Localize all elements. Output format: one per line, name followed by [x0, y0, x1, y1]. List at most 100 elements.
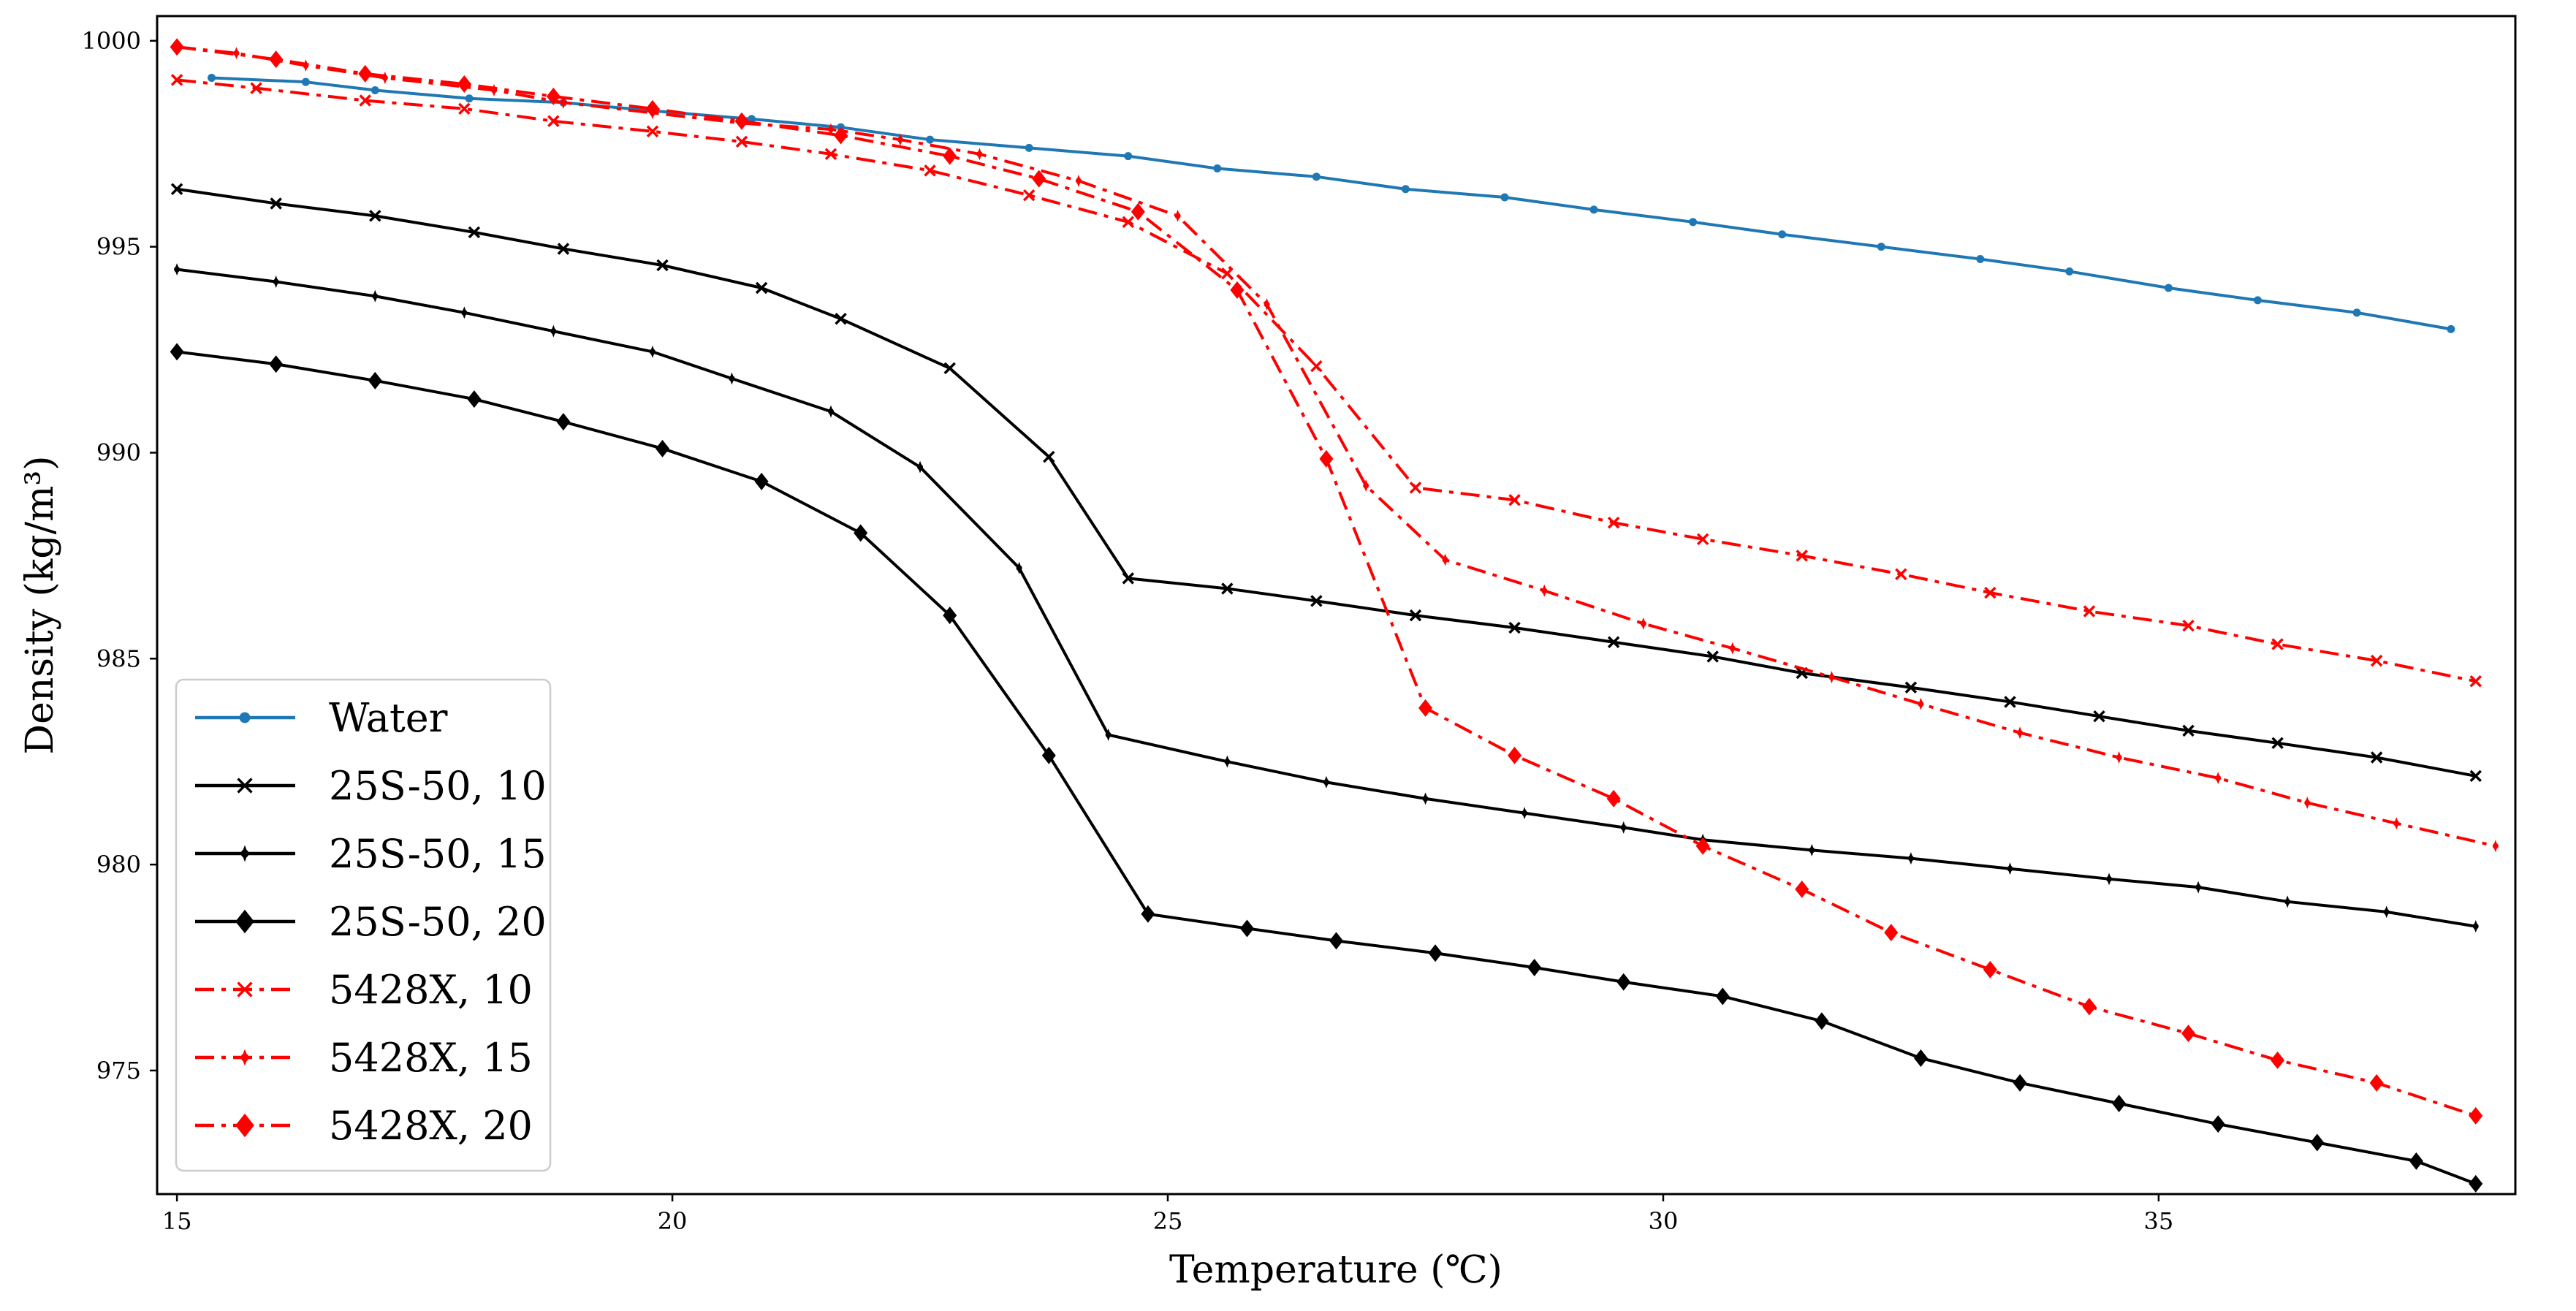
data-point — [2065, 267, 2074, 276]
data-point-core — [2472, 923, 2479, 930]
data-point — [250, 82, 262, 94]
x-tick-label: 20 — [658, 1207, 688, 1235]
data-point — [270, 197, 282, 210]
data-point — [1221, 582, 1234, 595]
y-tick-label: 975 — [96, 1057, 141, 1084]
data-point-core — [1016, 565, 1022, 571]
data-point — [2271, 638, 2284, 650]
data-point — [2182, 724, 2195, 737]
data-point — [1230, 281, 1245, 299]
data-point — [237, 778, 253, 794]
data-point-core — [897, 137, 903, 143]
data-point-core — [1363, 482, 1369, 489]
x-axis-title: Temperature (℃) — [1169, 1248, 1502, 1292]
data-point — [2370, 654, 2383, 667]
data-point — [943, 362, 956, 375]
data-point — [1689, 218, 1698, 227]
y-tick-label: 1000 — [82, 27, 141, 55]
x-axis: 15 20 25 30 35 — [162, 1194, 2173, 1235]
data-point-core — [2116, 754, 2122, 761]
x-tick-label: 25 — [1153, 1207, 1183, 1235]
data-point — [2182, 619, 2195, 632]
y-tick-label: 990 — [96, 438, 141, 466]
data-point — [2211, 1115, 2225, 1133]
data-point — [734, 112, 749, 130]
data-point — [1616, 973, 1631, 991]
data-point — [834, 126, 848, 145]
data-point — [457, 75, 471, 93]
data-point-core — [1907, 855, 1914, 862]
data-point — [1319, 449, 1334, 468]
data-point-core — [828, 126, 834, 132]
data-point-core — [2007, 865, 2013, 872]
y-tick-label: 985 — [96, 645, 141, 672]
data-point-core — [1521, 810, 1528, 816]
data-point-core — [1442, 557, 1448, 563]
data-point-core — [1105, 732, 1112, 738]
data-point-core — [1422, 795, 1429, 802]
data-point-core — [1264, 301, 1270, 308]
data-point — [2112, 1095, 2127, 1112]
data-point-core — [828, 408, 834, 415]
data-point — [646, 125, 659, 138]
data-point — [1695, 837, 1710, 855]
legend-entry: 5428X, 10 — [195, 967, 533, 1013]
data-point — [235, 909, 254, 934]
series-layer — [170, 38, 2499, 1193]
data-point — [1815, 1012, 1829, 1030]
data-point — [1213, 164, 1222, 173]
data-point — [1041, 746, 1056, 764]
data-point — [208, 74, 216, 83]
data-point — [1508, 746, 1522, 764]
data-point-core — [2393, 820, 2400, 826]
data-point — [2447, 324, 2455, 333]
data-point — [1310, 360, 1323, 373]
data-point — [926, 135, 935, 144]
data-point-core — [1541, 588, 1548, 594]
data-point — [1606, 789, 1621, 808]
data-point — [1032, 170, 1046, 188]
data-point — [358, 64, 373, 83]
data-point-core — [560, 99, 566, 106]
data-point — [656, 439, 669, 457]
x-tick-label: 30 — [1649, 1207, 1679, 1235]
series-25s-50-15 — [174, 263, 2479, 933]
data-point — [235, 1113, 254, 1138]
data-point — [170, 183, 183, 195]
data-point — [1696, 533, 1709, 546]
legend-entry: 25S-50, 20 — [195, 899, 547, 945]
series-5428x-20 — [170, 38, 2483, 1125]
data-point — [2409, 1152, 2423, 1170]
data-point — [656, 259, 669, 272]
data-point — [835, 313, 847, 325]
data-point — [170, 38, 184, 56]
data-point-core — [2215, 775, 2222, 781]
data-point — [1124, 152, 1133, 161]
data-point-core — [729, 376, 735, 381]
data-point — [2164, 284, 2173, 292]
data-point — [1122, 572, 1134, 585]
data-point — [170, 74, 183, 86]
data-point — [1904, 681, 1918, 694]
data-point — [1527, 959, 1542, 976]
data-point-core — [1729, 645, 1736, 652]
data-point — [1913, 1049, 1928, 1067]
data-point — [1607, 517, 1620, 529]
data-point-core — [1828, 674, 1835, 680]
data-point — [1795, 880, 1809, 898]
data-point — [2082, 997, 2097, 1016]
data-point-core — [174, 266, 181, 273]
data-point — [645, 99, 660, 118]
data-point — [468, 226, 481, 239]
data-point — [2469, 1106, 2483, 1125]
data-point-core — [2383, 908, 2390, 915]
legend-entry: 25S-50, 15 — [195, 831, 547, 877]
data-point — [557, 243, 570, 255]
data-point-core — [240, 849, 249, 858]
data-point — [2469, 675, 2482, 688]
data-point — [546, 87, 561, 105]
data-point — [556, 413, 571, 431]
data-point-core — [273, 278, 279, 285]
data-point-core — [649, 349, 656, 355]
data-point-core — [1224, 759, 1231, 765]
